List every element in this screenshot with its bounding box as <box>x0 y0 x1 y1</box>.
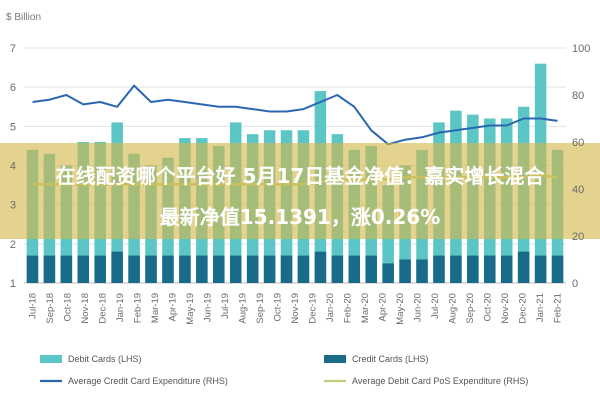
bar-credit-cards <box>60 255 73 283</box>
x-tick-label: Apr-20 <box>377 293 388 322</box>
bar-credit-cards <box>43 255 56 283</box>
left-tick-label: 6 <box>10 82 16 94</box>
x-tick-label: Oct-19 <box>273 293 284 322</box>
bar-credit-cards <box>280 255 293 283</box>
bar-credit-cards <box>467 255 479 283</box>
left-tick-label: 7 <box>10 43 16 55</box>
bar-credit-cards <box>94 255 106 283</box>
left-tick-label: 1 <box>10 278 16 290</box>
x-tick-label: Nov-19 <box>290 293 301 324</box>
x-tick-label: Dec-18 <box>98 293 109 324</box>
bar-credit-cards <box>331 255 344 283</box>
bar-credit-cards <box>551 255 564 283</box>
bar-credit-cards <box>517 251 530 283</box>
unit-label: $ Billion <box>6 12 41 23</box>
x-tick-label: Sep-20 <box>465 293 476 324</box>
x-tick-label: Nov-20 <box>500 293 511 324</box>
overlay-line-2: 最新净值15.1391，涨0.26% <box>160 205 440 229</box>
right-tick-label: 40 <box>572 184 584 196</box>
x-tick-label: Jan-21 <box>535 293 546 322</box>
bar-credit-cards <box>213 255 225 283</box>
x-tick-label: Dec-20 <box>517 293 528 324</box>
left-tick-label: 2 <box>10 239 16 251</box>
bar-credit-cards <box>77 255 90 283</box>
bar-credit-cards <box>365 255 377 283</box>
x-tick-label: Dec-19 <box>308 293 319 324</box>
overlay-line-1: 在线配资哪个平台好 5月17日基金净值：嘉实增长混合 <box>56 164 546 188</box>
x-tick-label: Mar-19 <box>150 293 161 323</box>
x-tick-label: Jun-20 <box>412 293 423 322</box>
bar-credit-cards <box>348 255 361 283</box>
legend-debit-cards-label: Debit Cards (LHS) <box>68 354 142 364</box>
x-tick-label: Nov-18 <box>80 293 91 324</box>
bar-credit-cards <box>26 255 39 283</box>
x-tick-label: Jun-19 <box>203 293 214 322</box>
x-tick-label: Feb-19 <box>133 293 144 323</box>
x-tick-labels: Jul-18 Sep-18 Oct-18 Nov-18 Dec-18 Jan-19 Feb-… <box>28 293 564 325</box>
x-tick-label: Sep-18 <box>45 293 56 324</box>
x-tick-label: Aug-20 <box>447 293 458 324</box>
left-tick-label: 4 <box>10 161 16 173</box>
legend-avg-credit-card-expenditure-label: Average Credit Card Expenditure (RHS) <box>68 376 228 386</box>
x-tick-label: Jul-19 <box>220 293 231 319</box>
bar-credit-cards <box>314 251 327 283</box>
x-tick-label: Jul-18 <box>28 293 39 319</box>
x-tick-label: Jan-19 <box>115 293 126 322</box>
x-tick-label: Feb-20 <box>343 293 354 323</box>
x-tick-label: Mar-20 <box>360 293 371 323</box>
right-tick-label: 60 <box>572 137 584 149</box>
right-tick-label: 20 <box>572 231 584 243</box>
bar-credit-cards <box>196 255 208 283</box>
bar-credit-cards <box>484 255 496 283</box>
x-tick-label: Apr-19 <box>168 293 179 322</box>
overlay-band <box>0 143 600 239</box>
x-tick-label: May-19 <box>185 293 196 325</box>
bar-credit-cards <box>111 251 123 283</box>
x-tick-label: Oct-20 <box>482 293 493 322</box>
x-tick-label: Jan-20 <box>325 293 336 322</box>
bar-credit-cards <box>399 259 411 283</box>
bar-credit-cards <box>128 255 140 283</box>
legend-avg-debit-card-pos-expenditure-label: Average Debit Card PoS Expenditure (RHS) <box>352 376 528 386</box>
x-tick-label: Aug-19 <box>238 293 249 324</box>
bar-credit-cards <box>500 255 513 283</box>
x-tick-label: Jul-20 <box>430 293 441 319</box>
bar-credit-cards <box>297 255 310 283</box>
bar-credit-cards <box>229 255 242 283</box>
right-tick-label: 0 <box>572 278 578 290</box>
bar-credit-cards <box>263 255 276 283</box>
x-tick-label: Feb-21 <box>552 293 563 323</box>
x-tick-label: Oct-18 <box>63 293 74 322</box>
bar-credit-cards <box>145 255 157 283</box>
bar-credit-cards <box>179 255 191 283</box>
bar-credit-cards <box>450 255 462 283</box>
bar-credit-cards <box>382 263 394 283</box>
right-tick-label: 100 <box>572 43 590 55</box>
left-tick-label: 5 <box>10 121 16 133</box>
legend-debit-cards-swatch <box>40 355 62 363</box>
legend-credit-cards-label: Credit Cards (LHS) <box>352 354 429 364</box>
overlay-banner: 在线配资哪个平台好 5月17日基金净值：嘉实增长混合 最新净值15.1391，涨… <box>0 143 600 239</box>
bar-credit-cards <box>162 255 174 283</box>
x-tick-label: Sep-19 <box>255 293 266 324</box>
bar-credit-cards <box>433 255 445 283</box>
right-tick-label: 80 <box>572 90 584 102</box>
legend-credit-cards-swatch <box>324 355 346 363</box>
left-tick-label: 3 <box>10 200 16 212</box>
bar-credit-cards <box>534 255 547 283</box>
legend: Debit Cards (LHS) Credit Cards (LHS) Avera… <box>40 354 528 386</box>
axes-layer: $ Billion 1 2 3 4 5 6 7 0 20 40 60 80 100 <box>6 12 590 290</box>
line-avg-credit-card-expenditure <box>32 84 558 146</box>
bar-credit-cards <box>416 259 428 283</box>
bar-credit-cards <box>246 255 259 283</box>
x-tick-label: May-20 <box>395 293 406 325</box>
